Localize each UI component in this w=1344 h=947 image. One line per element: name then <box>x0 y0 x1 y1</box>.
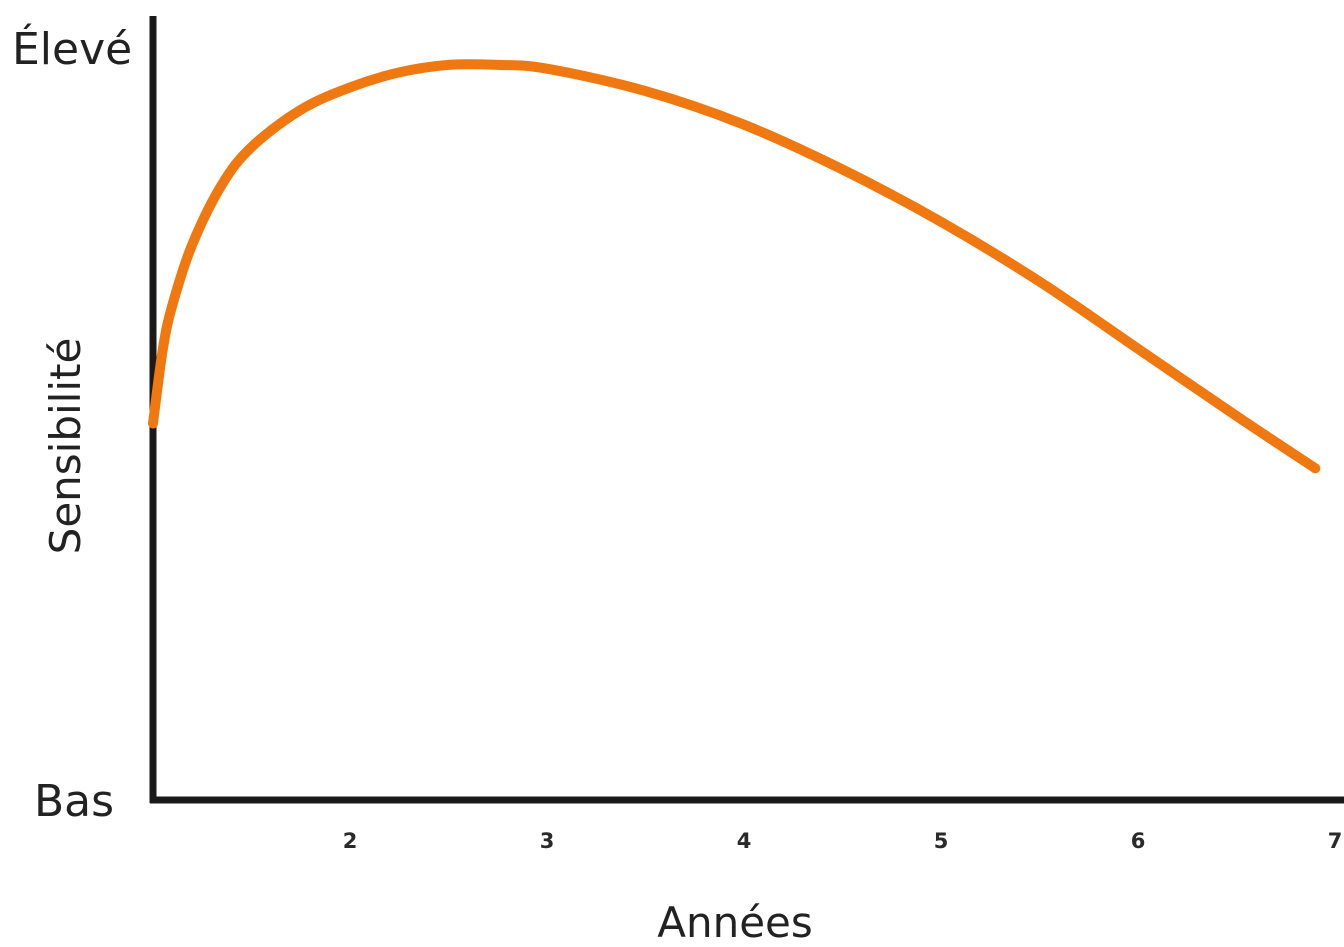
x-tick-label: 7 <box>1328 829 1343 853</box>
x-tick-label: 5 <box>934 829 949 853</box>
x-tick-label: 6 <box>1131 829 1146 853</box>
series-group <box>148 59 1321 474</box>
y-axis-title: Sensibilité <box>41 338 90 555</box>
sensitivity-curve <box>148 59 1321 474</box>
x-axis-title: Années <box>657 898 813 947</box>
y-low-label: Bas <box>34 776 114 827</box>
x-tick-label: 3 <box>540 829 555 853</box>
x-tick-label: 4 <box>737 829 752 853</box>
y-high-label: Élevé <box>12 22 132 75</box>
x-ticks: 2 3 4 5 6 7 <box>343 829 1343 853</box>
x-tick-label: 2 <box>343 829 358 853</box>
